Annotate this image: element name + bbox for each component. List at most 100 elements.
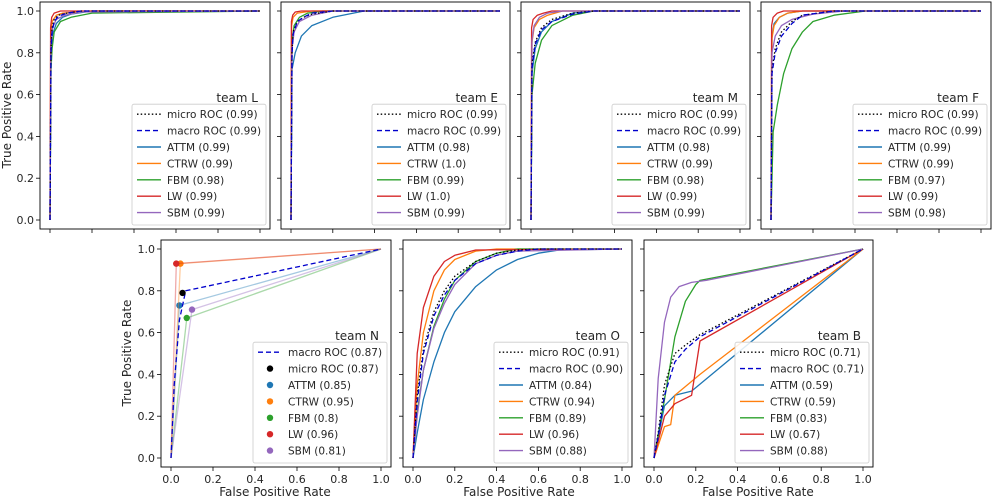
legend-label: SBM (0.99) xyxy=(647,208,705,220)
legend-box xyxy=(252,341,388,464)
x-tick-label: 0.0 xyxy=(404,473,422,486)
roc-curve-sbm xyxy=(653,248,864,459)
legend-label: FBM (0.98) xyxy=(167,175,224,187)
legend-label: FBM (0.97) xyxy=(888,175,945,187)
roc-panel-team-m: team M micro ROC (0.99) macro ROC (0.99) AT… xyxy=(517,1,751,233)
x-tick-label: 0.8 xyxy=(571,473,589,486)
roc-curve-macro xyxy=(770,10,981,221)
legend-label: LW (1.0) xyxy=(407,191,451,203)
legend-box xyxy=(852,103,988,226)
panel-title: team B xyxy=(818,329,861,343)
x-tick-label: 0.4 xyxy=(488,473,506,486)
curves xyxy=(49,10,261,221)
legend-label: SBM (0.81) xyxy=(288,446,346,458)
legend-label: macro ROC (0.99) xyxy=(407,126,501,138)
curves xyxy=(412,248,623,459)
legend-label: macro ROC (0.90) xyxy=(529,364,623,376)
legend-label: micro ROC (0.99) xyxy=(167,109,258,121)
legend-label: FBM (0.8) xyxy=(288,413,339,425)
legend-label: CTRW (0.99) xyxy=(888,158,954,170)
legend-label: micro ROC (0.99) xyxy=(407,109,498,121)
x-tick-label: 1.0 xyxy=(613,473,631,486)
legend-label: SBM (0.98) xyxy=(888,208,946,220)
legend-label: FBM (0.98) xyxy=(647,175,704,187)
legend-label: FBM (0.83) xyxy=(770,413,827,425)
panel-title: team O xyxy=(576,329,620,343)
x-axis-label-team-o: False Positive Rate xyxy=(463,485,575,499)
legend-marker xyxy=(266,365,274,372)
panel-title: team L xyxy=(216,91,258,105)
roc-panel-team-l: 0.0 0.2 0.4 0.6 0.8 1.0 team L micro ROC (0.99)… xyxy=(17,1,271,233)
roc-curve-macro xyxy=(290,10,500,221)
x-tick-label: 0.0 xyxy=(162,473,180,486)
y-tick-label: 0.2 xyxy=(138,410,156,423)
bottom-y-axis-label: True Positive Rate xyxy=(120,300,134,408)
curves xyxy=(290,10,500,221)
roc-curve-micro xyxy=(49,10,260,221)
roc-panel-team-f: team F micro ROC (0.99) macro ROC (0.99) AT… xyxy=(757,1,992,233)
y-tick-label: 0.4 xyxy=(138,368,156,381)
legend-label: CTRW (0.99) xyxy=(167,158,233,170)
x-tick-label: 0.2 xyxy=(204,473,222,486)
legend-label: SBM (0.88) xyxy=(529,446,587,458)
roc-curve-micro xyxy=(412,248,622,459)
roc-curve-sbm xyxy=(412,248,623,459)
x-tick-label: 0.0 xyxy=(645,473,663,486)
roc-curve-micro xyxy=(770,10,981,221)
panel-title: team M xyxy=(693,91,738,105)
x-tick-label: 0.4 xyxy=(729,473,747,486)
legend-label: CTRW (0.94) xyxy=(529,396,595,408)
x-tick-label: 0.4 xyxy=(246,473,264,486)
roc-point-lw xyxy=(173,260,180,267)
x-axis-label-team-b: False Positive Rate xyxy=(702,485,814,499)
legend-label: macro ROC (0.99) xyxy=(647,126,741,138)
legend-box xyxy=(371,103,507,226)
legend-label: micro ROC (0.99) xyxy=(647,109,738,121)
roc-curve-macro xyxy=(653,248,864,459)
legend-label: ATTM (0.84) xyxy=(529,380,592,392)
top-y-axis-label: True Positive Rate xyxy=(0,62,14,170)
legend-label: LW (0.67) xyxy=(770,429,820,441)
roc-panel-team-e: team E micro ROC (0.99) macro ROC (0.99) AT… xyxy=(277,1,511,233)
legend-box xyxy=(734,341,870,464)
legend-label: CTRW (0.59) xyxy=(770,396,836,408)
x-tick-label: 1.0 xyxy=(372,473,390,486)
roc-panel-team-b: 0.0 0.2 0.4 0.6 0.8 1.0 team B micro ROC (0.71)… xyxy=(640,239,874,486)
roc-point-sbm xyxy=(188,306,196,313)
roc-curve-fbm xyxy=(770,10,981,221)
legend-label: ATTM (0.99) xyxy=(167,142,230,154)
legend-box xyxy=(493,341,629,464)
legend-marker xyxy=(266,414,274,421)
legend-label: LW (0.96) xyxy=(288,429,338,441)
x-tick-label: 0.2 xyxy=(446,473,464,486)
roc-point-micro xyxy=(179,289,186,297)
roc-curve-macro xyxy=(170,248,382,459)
legend-marker xyxy=(266,398,274,405)
roc-curve-macro xyxy=(530,10,740,221)
roc-curve-lw xyxy=(412,248,623,459)
legend-label: LW (0.99) xyxy=(888,191,938,203)
curves xyxy=(170,248,382,459)
x-tick-label: 0.8 xyxy=(330,473,348,486)
y-tick-label: 1.0 xyxy=(17,5,35,18)
legend-label: micro ROC (0.71) xyxy=(770,347,861,359)
x-tick-label: 0.8 xyxy=(812,473,830,486)
legend-label: macro ROC (0.99) xyxy=(888,126,982,138)
roc-point-attm xyxy=(176,302,183,309)
roc-curve-ctrw xyxy=(653,248,864,459)
legend-label: macro ROC (0.87) xyxy=(288,347,382,359)
legend-label: CTRW (1.0) xyxy=(407,158,466,170)
legend-label: micro ROC (0.91) xyxy=(529,347,620,359)
legend-label: LW (0.99) xyxy=(167,191,217,203)
legend-label: ATTM (0.98) xyxy=(647,142,710,154)
legend-marker xyxy=(266,381,274,389)
legend-label: ATTM (0.85) xyxy=(288,380,351,392)
y-tick-label: 0.8 xyxy=(138,285,156,298)
legend-marker xyxy=(266,431,274,438)
y-tick-label: 0.6 xyxy=(138,327,156,340)
legend-label: LW (0.99) xyxy=(647,191,697,203)
roc-curve-macro xyxy=(49,10,260,221)
curves xyxy=(530,10,740,221)
panel-title: team E xyxy=(455,91,498,105)
legend-box xyxy=(611,103,747,226)
